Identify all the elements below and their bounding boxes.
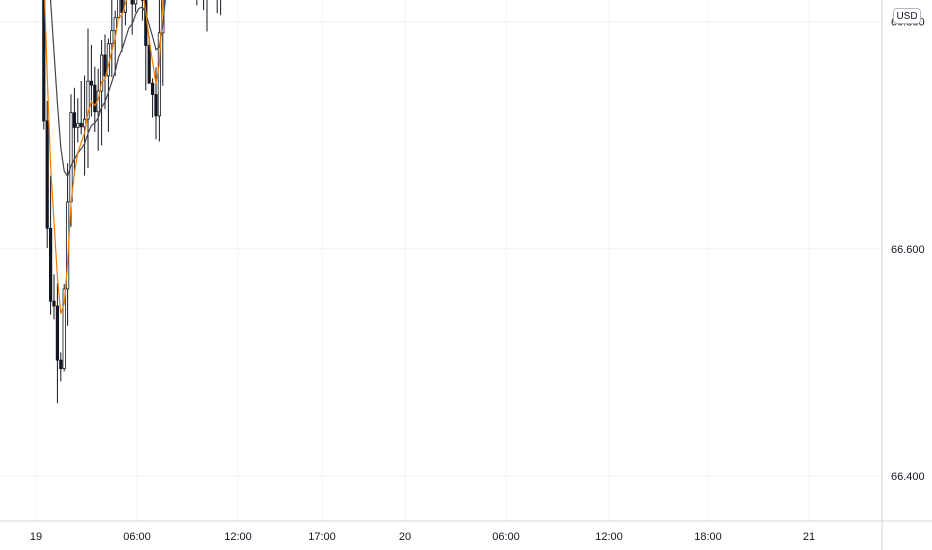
x-tick-label: 17:00 bbox=[308, 531, 336, 543]
x-tick-label: 18:00 bbox=[694, 531, 722, 543]
candle-body bbox=[42, 0, 46, 122]
candle-body bbox=[62, 288, 66, 370]
candle-body bbox=[52, 300, 56, 307]
candle-body bbox=[79, 122, 83, 128]
currency-badge[interactable]: USD bbox=[893, 8, 921, 24]
candle-body bbox=[49, 227, 53, 302]
candle-body bbox=[103, 54, 107, 77]
candlestick-series bbox=[42, 0, 222, 404]
candle-body bbox=[130, 0, 134, 5]
candle-body bbox=[86, 80, 90, 120]
moving-averages bbox=[44, 0, 166, 314]
candle-body bbox=[89, 80, 93, 86]
time-axis-bg bbox=[0, 521, 932, 550]
x-tick-label: 06:00 bbox=[123, 531, 151, 543]
candle-body bbox=[154, 94, 158, 117]
candle-body bbox=[147, 45, 151, 84]
candle-body bbox=[113, 17, 117, 32]
candle-body bbox=[45, 120, 49, 229]
candle-body bbox=[59, 359, 63, 370]
candle-body bbox=[55, 305, 60, 361]
x-tick-label: 21 bbox=[803, 531, 815, 543]
x-tick-label: 20 bbox=[399, 531, 411, 543]
candle-body bbox=[150, 82, 155, 95]
x-tick-label: 19 bbox=[30, 531, 42, 543]
grid-lines bbox=[0, 0, 882, 521]
candle-body bbox=[120, 0, 124, 13]
candle-body bbox=[72, 112, 76, 128]
candle-body bbox=[133, 0, 138, 5]
x-tick-label: 12:00 bbox=[224, 531, 252, 543]
candle-body bbox=[117, 0, 121, 19]
ema-slow-line bbox=[49, 0, 166, 178]
candle-body bbox=[123, 0, 127, 13]
x-tick-label: 12:00 bbox=[595, 531, 623, 543]
candle-body bbox=[157, 32, 161, 117]
candle-body bbox=[76, 122, 80, 128]
candle-body bbox=[93, 84, 97, 113]
candle-body bbox=[100, 54, 104, 92]
candle-body bbox=[110, 30, 114, 45]
price-axis-bg bbox=[882, 0, 932, 550]
y-tick-label: 66.400 bbox=[891, 471, 925, 483]
ema-fast-line bbox=[44, 0, 164, 314]
y-tick-label: 66.600 bbox=[891, 244, 925, 256]
x-tick-label: 06:00 bbox=[492, 531, 520, 543]
candle-body bbox=[161, 0, 165, 34]
candle-body bbox=[69, 112, 73, 203]
